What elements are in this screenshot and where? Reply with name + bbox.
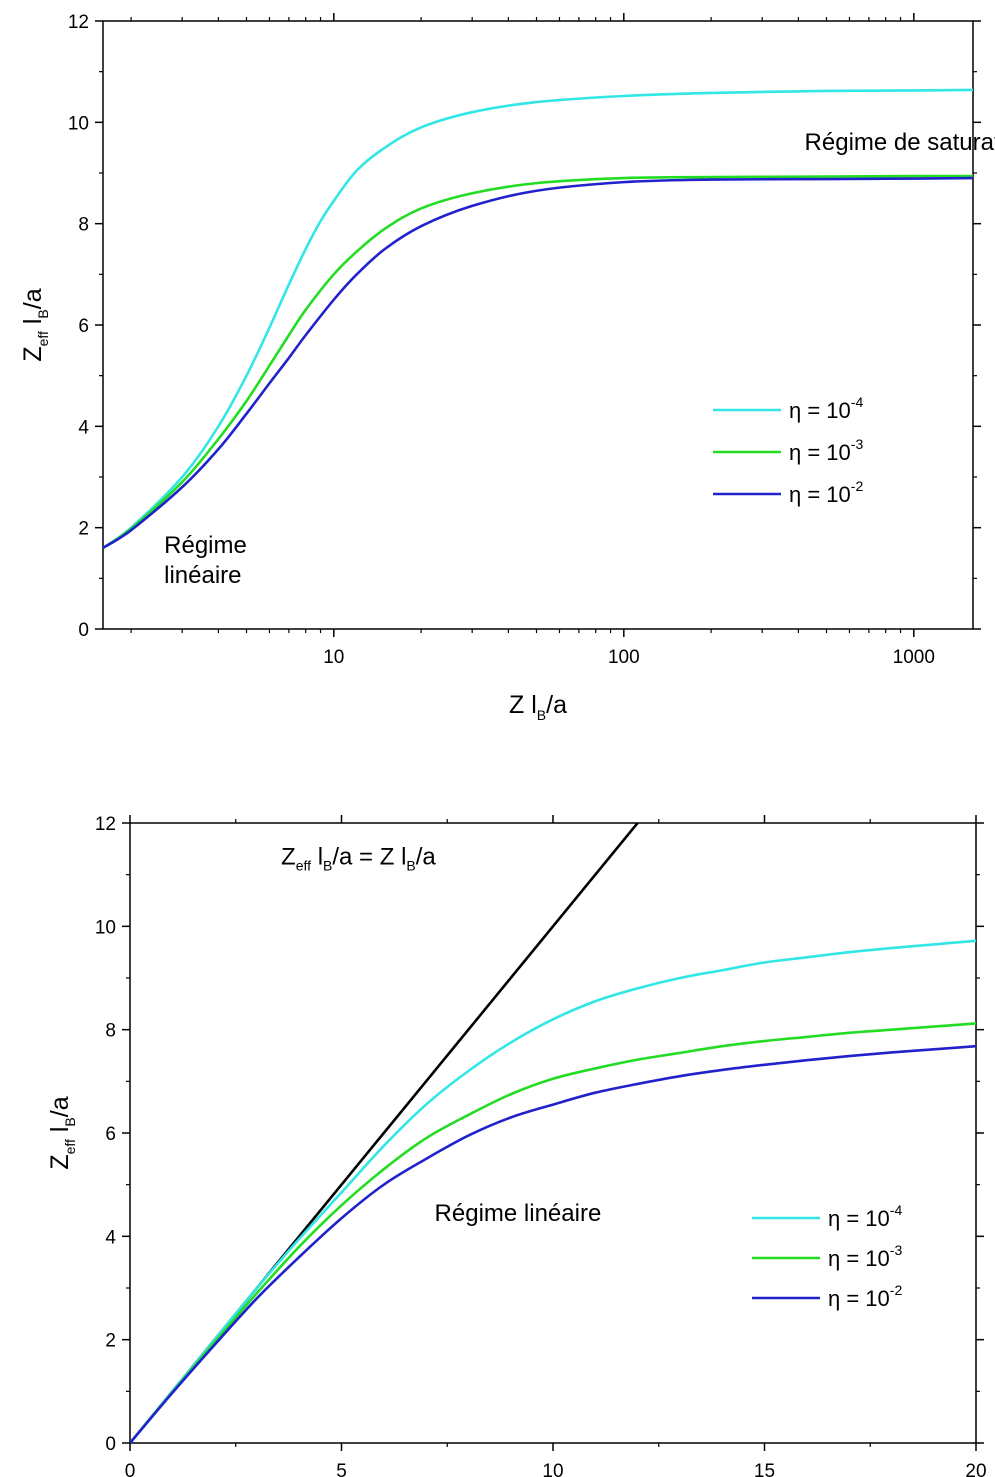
y-tick-label: 10 [95,917,116,938]
y-tick-label: 12 [95,814,116,835]
y-tick-label: 0 [105,1434,116,1455]
y-tick-label: 2 [78,519,89,540]
series-line-3 [103,176,973,550]
y-tick-label: 8 [78,215,89,236]
y-tick-label: 4 [78,417,89,438]
legend-superscript: -3 [890,1242,903,1258]
y-tick-label: 6 [105,1124,116,1145]
legend-label: η = 10 [828,1286,890,1311]
text-part: B [537,707,546,723]
x-tick-label: 0 [125,1461,136,1477]
x-tick-label: 10 [542,1461,563,1477]
text-part: Z [19,346,47,361]
annotation-line: Régime de saturation [805,129,995,156]
text-part: /a [546,691,567,719]
legend: η = 10-4η = 10-3η = 10-2 [752,1202,902,1311]
y-tick-label: 10 [68,113,89,134]
legend-entry-3: η = 10-2 [828,1282,902,1311]
legend-entry-3: η = 10-2 [789,478,863,507]
annotation-1: Régime linéaire [435,1200,602,1227]
text-part: Z [46,1154,74,1169]
legend-superscript: -4 [851,394,864,410]
legend-label: η = 10 [828,1206,890,1231]
series-line-1 [103,88,973,549]
legend-superscript: -2 [890,1282,903,1298]
y-axis-label: Zeff lB/a [46,1096,78,1169]
text-part: l [19,319,47,332]
text-part: /a = Z l [332,843,406,870]
series-line-4 [130,1044,976,1443]
annotation-2: Régime linéaire [164,532,247,589]
series-group [130,823,976,1443]
legend-entry-2: η = 10-3 [789,436,863,465]
text-part: B [323,857,332,873]
series-line-3 [130,1022,976,1443]
legend-superscript: -4 [890,1202,903,1218]
y-tick-label: 4 [105,1227,116,1248]
text-part: /a [416,843,437,870]
series-line-2 [130,939,976,1443]
reference-line-label: Zeff lB/a = Z lB/a [281,843,436,873]
x-tick-label: 5 [336,1461,347,1477]
x-tick-label: 15 [754,1461,775,1477]
x-tick-label: 100 [608,647,640,668]
x-axis-label: Z lB/a [509,691,567,723]
text-part: B [35,309,51,318]
legend-label: η = 10 [789,440,851,465]
text-part: /a [19,288,47,309]
text-part: Z [281,843,296,870]
legend-entry-1: η = 10-4 [828,1202,902,1231]
legend: η = 10-4η = 10-3η = 10-2 [713,394,863,507]
legend-label: η = 10 [789,398,851,423]
annotation-1: Régime de saturation [805,129,995,156]
text-part: eff [296,857,311,873]
y-tick-label: 6 [78,316,89,337]
legend-label: η = 10 [828,1246,890,1271]
annotation-line: linéaire [164,562,241,589]
text-part: B [406,857,415,873]
series-line-2 [103,174,973,550]
y-tick-label: 0 [78,620,89,641]
y-tick-label: 2 [105,1331,116,1352]
x-tick-label: 10 [323,647,344,668]
legend-superscript: -3 [851,436,864,452]
text-part: eff [62,1139,78,1154]
x-tick-label: 1000 [893,647,935,668]
legend-label: η = 10 [789,482,851,507]
y-tick-label: 12 [68,12,89,33]
text-part: B [62,1117,78,1126]
legend-entry-2: η = 10-3 [828,1242,902,1271]
text-part: l [46,1127,74,1140]
y-axis-label: Zeff lB/a [19,288,51,361]
annotation-line: Régime [164,532,247,559]
legend-entry-1: η = 10-4 [789,394,863,423]
annotation-line: Régime linéaire [435,1200,602,1227]
x-tick-label: 20 [965,1461,986,1477]
text-part: /a [46,1096,74,1117]
text-part: l [311,843,323,870]
legend-superscript: -2 [851,478,864,494]
text-part: eff [35,331,51,346]
series-group [103,88,973,550]
y-tick-label: 8 [105,1021,116,1042]
text-part: Z l [509,691,537,719]
plot-frame [129,822,977,1444]
